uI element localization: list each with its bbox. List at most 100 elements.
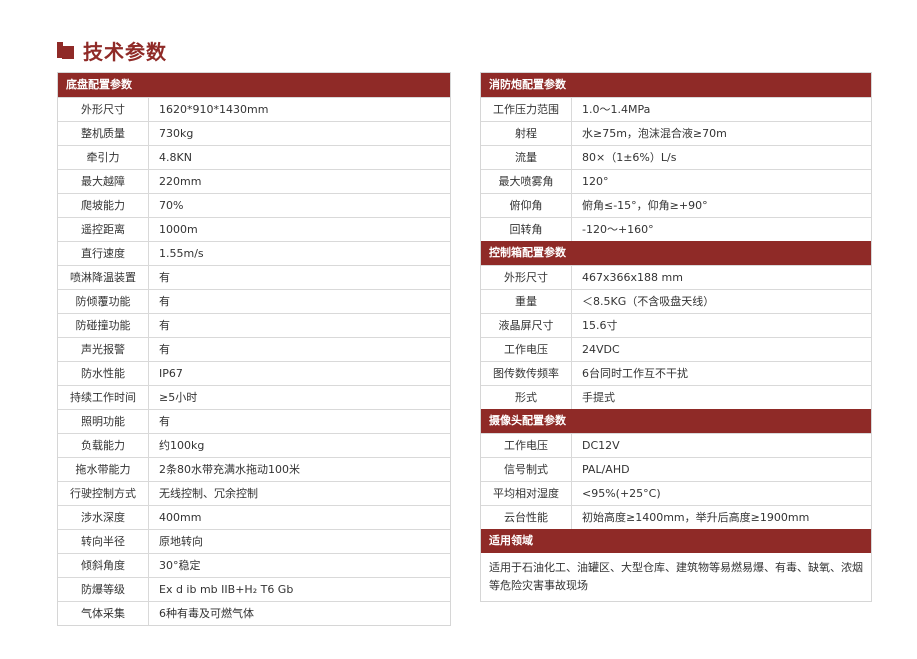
spec-row: 射程 水≥75m，泡沫混合液≥70m [481, 121, 871, 145]
spec-row: 工作电压 DC12V [481, 433, 871, 457]
spec-row: 喷淋降温装置有 [58, 265, 450, 289]
spec-label: 整机质量 [58, 122, 149, 145]
spec-value: Ex d ib mb IIB+H₂ T6 Gb [159, 583, 294, 596]
spec-row: 防倾覆功能有 [58, 289, 450, 313]
spec-label: 声光报警 [58, 338, 149, 361]
spec-row: 倾斜角度 30°稳定 [58, 553, 450, 577]
spec-row: 工作电压 24VDC [481, 337, 871, 361]
application-text: 适用于石油化工、油罐区、大型仓库、建筑物等易燃易爆、有毒、缺氧、浓烟等危险灾害事… [489, 561, 863, 592]
spec-label: 拖水带能力 [58, 458, 149, 481]
spec-label: 直行速度 [58, 242, 149, 265]
spec-label: 防碰撞功能 [58, 314, 149, 337]
spec-label: 涉水深度 [58, 506, 149, 529]
spec-row: 转向半径 原地转向 [58, 529, 450, 553]
spec-label: 防倾覆功能 [58, 290, 149, 313]
spec-row: 涉水深度 400mm [58, 505, 450, 529]
spec-row: 持续工作时间 ≥5小时 [58, 385, 450, 409]
spec-value: 30°稳定 [159, 559, 201, 572]
spec-row: 平均相对湿度 <95%(+25°C) [481, 481, 871, 505]
spec-value: 6台同时工作互不干扰 [582, 367, 688, 380]
spec-row: 直行速度 1.55m/s [58, 241, 450, 265]
spec-value: <95%(+25°C) [582, 487, 661, 500]
spec-value: 467x366x188 mm [582, 271, 683, 284]
spec-value: 1.55m/s [159, 247, 204, 260]
spec-label: 爬坡能力 [58, 194, 149, 217]
spec-label: 防水性能 [58, 362, 149, 385]
spec-label: 工作电压 [481, 434, 572, 457]
spec-label: 外形尺寸 [481, 266, 572, 289]
spec-row: 外形尺寸 467x366x188 mm [481, 265, 871, 289]
spec-value: 4.8KN [159, 151, 192, 164]
spec-value: 有 [159, 295, 170, 308]
spec-label: 平均相对湿度 [481, 482, 572, 505]
spec-label: 流量 [481, 146, 572, 169]
spec-row: 牵引力 4.8KN [58, 145, 450, 169]
spec-value: 无线控制、冗余控制 [159, 487, 258, 500]
spec-label: 持续工作时间 [58, 386, 149, 409]
spec-label: 负载能力 [58, 434, 149, 457]
section-title: 技术参数 [57, 36, 167, 65]
spec-value: 80×（1±6%）L/s [582, 151, 677, 164]
spec-value: 约100kg [159, 439, 205, 452]
spec-label: 最大喷雾角 [481, 170, 572, 193]
spec-value: 70% [159, 199, 184, 212]
spec-value: ＜8.5KG（不含吸盘天线） [582, 295, 715, 308]
spec-row: 照明功能有 [58, 409, 450, 433]
spec-value: 400mm [159, 511, 202, 524]
spec-row: 液晶屏尺寸 15.6寸 [481, 313, 871, 337]
spec-label: 液晶屏尺寸 [481, 314, 572, 337]
spec-label: 信号制式 [481, 458, 572, 481]
spec-label: 照明功能 [58, 410, 149, 433]
spec-row: 拖水带能力 2条80水带充满水拖动100米 [58, 457, 450, 481]
spec-row: 回转角 -120～+160° [481, 217, 871, 241]
spec-label: 工作电压 [481, 338, 572, 361]
spec-row: 流量 80×（1±6%）L/s [481, 145, 871, 169]
spec-value: DC12V [582, 439, 620, 452]
spec-label: 防爆等级 [58, 578, 149, 601]
spec-label: 工作压力范围 [481, 98, 572, 121]
spec-row: 图传数传频率 6台同时工作互不干扰 [481, 361, 871, 385]
spec-value: 120° [582, 175, 609, 188]
spec-label: 最大越障 [58, 170, 149, 193]
spec-label: 形式 [481, 386, 572, 409]
spec-row: 最大越障 220mm [58, 169, 450, 193]
spec-row: 遥控距离 1000m [58, 217, 450, 241]
spec-label: 喷淋降温装置 [58, 266, 149, 289]
spec-row: 气体采集 6种有毒及可燃气体 [58, 601, 450, 625]
spec-row: 外形尺寸 1620*910*1430mm [58, 97, 450, 121]
spec-label: 牵引力 [58, 146, 149, 169]
section-header: 控制箱配置参数 [481, 241, 871, 265]
spec-value: 24VDC [582, 343, 620, 356]
spec-value: 有 [159, 319, 170, 332]
right-spec-table: 消防炮配置参数 工作压力范围 1.0～1.4MPa 射程 水≥75m，泡沫混合液≥70m… [480, 72, 872, 602]
spec-value: 1620*910*1430mm [159, 103, 269, 116]
spec-label: 图传数传频率 [481, 362, 572, 385]
spec-row: 重量 ＜8.5KG（不含吸盘天线） [481, 289, 871, 313]
spec-row: 整机质量 730kg [58, 121, 450, 145]
section-header: 底盘配置参数 [58, 73, 450, 97]
chassis-spec-table: 底盘配置参数 外形尺寸 1620*910*1430mm 整机质量 730kg 牵引力 4.8… [57, 72, 451, 626]
spec-label: 外形尺寸 [58, 98, 149, 121]
title-text: 技术参数 [83, 40, 167, 64]
spec-label: 回转角 [481, 218, 572, 241]
spec-row: 防碰撞功能有 [58, 313, 450, 337]
spec-row: 声光报警有 [58, 337, 450, 361]
spec-row: 爬坡能力 70% [58, 193, 450, 217]
spec-value: 手提式 [582, 391, 615, 404]
spec-value: 1.0～1.4MPa [582, 103, 651, 116]
spec-row: 信号制式 PAL/AHD [481, 457, 871, 481]
spec-row: 行驶控制方式 无线控制、冗余控制 [58, 481, 450, 505]
spec-row: 俯仰角 俯角≤-15°，仰角≥+90° [481, 193, 871, 217]
spec-label: 云台性能 [481, 506, 572, 529]
spec-label: 气体采集 [58, 602, 149, 625]
spec-label: 倾斜角度 [58, 554, 149, 577]
spec-row: 云台性能 初始高度≥1400mm，举升后高度≥1900mm [481, 505, 871, 529]
spec-row: 形式 手提式 [481, 385, 871, 409]
spec-label: 行驶控制方式 [58, 482, 149, 505]
spec-value: 俯角≤-15°，仰角≥+90° [582, 199, 708, 212]
spec-value: 有 [159, 271, 170, 284]
spec-row: 工作压力范围 1.0～1.4MPa [481, 97, 871, 121]
section-header: 摄像头配置参数 [481, 409, 871, 433]
spec-value: 15.6寸 [582, 319, 618, 332]
spec-value: PAL/AHD [582, 463, 630, 476]
